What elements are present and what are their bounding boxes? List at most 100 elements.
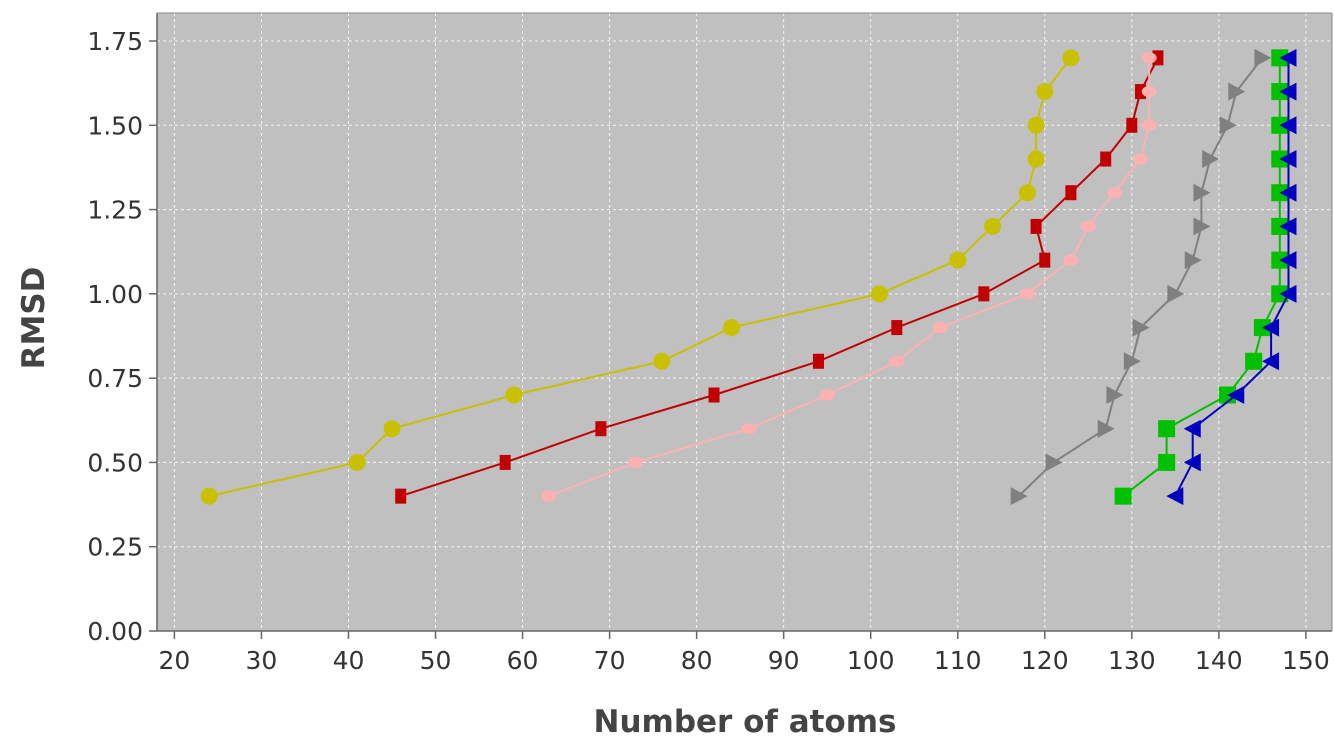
- data-point: [1183, 419, 1201, 438]
- plot-background: [157, 13, 1332, 631]
- axes: 20 30 40 50 60 70 80 90 100 110 120 130 140 150 0.00 0.…: [87, 12, 1333, 675]
- data-point: [1193, 183, 1211, 202]
- data-point: [383, 420, 401, 438]
- x-tick-label: 150: [1282, 646, 1330, 675]
- data-point: [1123, 352, 1141, 371]
- data-point: [1135, 84, 1147, 100]
- data-point: [1010, 487, 1028, 506]
- data-point: [1227, 386, 1245, 404]
- y-tick-label: 1.50: [87, 111, 143, 140]
- data-point: [1036, 83, 1054, 101]
- data-point: [1279, 150, 1297, 168]
- data-point: [1279, 48, 1297, 67]
- data-point: [1202, 150, 1220, 168]
- data-point: [1254, 48, 1272, 67]
- x-tick-label: 50: [420, 646, 452, 675]
- data-point: [1183, 453, 1201, 472]
- data-point: [1152, 50, 1164, 66]
- series-4: [1010, 48, 1272, 506]
- data-point: [1100, 151, 1112, 167]
- data-point: [1262, 318, 1280, 337]
- data-point: [348, 453, 366, 471]
- data-point: [395, 488, 407, 504]
- data-point: [1167, 284, 1185, 303]
- data-point: [1245, 352, 1263, 370]
- y-tick-label: 0.25: [87, 533, 143, 562]
- y-tick-label: 0.50: [87, 448, 143, 477]
- data-point: [1279, 251, 1297, 270]
- data-point: [1141, 52, 1157, 64]
- data-point: [1045, 453, 1063, 472]
- data-point: [1279, 116, 1297, 135]
- data-point: [708, 387, 720, 403]
- y-tick-label: 1.00: [87, 280, 143, 309]
- x-tick-label: 60: [507, 646, 539, 675]
- data-point: [978, 286, 990, 302]
- y-tick-label: 0.75: [87, 364, 143, 393]
- data-point: [1027, 150, 1045, 168]
- data-point: [891, 320, 903, 336]
- y-tick-label: 0.00: [87, 617, 143, 646]
- x-tick-label: 130: [1108, 646, 1156, 675]
- data-point: [1262, 352, 1280, 371]
- data-point: [1097, 419, 1115, 438]
- data-point: [1158, 453, 1176, 471]
- data-point: [1132, 318, 1150, 337]
- series-1: [200, 49, 1080, 505]
- y-tick-label: 1.25: [87, 196, 143, 225]
- data-point: [1019, 288, 1035, 300]
- data-point: [1062, 49, 1080, 67]
- x-tick-label: 30: [246, 646, 278, 675]
- data-point: [1184, 251, 1202, 270]
- x-tick-label: 70: [594, 646, 626, 675]
- y-axis-title: RMSD: [16, 267, 52, 370]
- data-point: [870, 285, 888, 303]
- x-tick-label: 100: [847, 646, 895, 675]
- data-point: [1228, 82, 1246, 101]
- data-point: [1219, 116, 1237, 135]
- y-tick-label: 1.75: [87, 27, 143, 56]
- data-point: [595, 421, 607, 437]
- data-point: [819, 389, 835, 401]
- data-point: [932, 322, 948, 334]
- data-point: [1193, 217, 1211, 236]
- data-point: [1279, 82, 1297, 101]
- data-point: [741, 423, 757, 435]
- data-point: [1106, 187, 1122, 199]
- series-5: [1114, 49, 1289, 505]
- data-point: [653, 352, 671, 370]
- data-point: [505, 386, 523, 404]
- data-point: [200, 487, 218, 505]
- data-point: [628, 456, 644, 468]
- data-point: [949, 251, 967, 269]
- data-point: [1030, 218, 1042, 234]
- x-tick-label: 140: [1195, 646, 1243, 675]
- data-point: [722, 319, 740, 337]
- x-tick-label: 90: [768, 646, 800, 675]
- data-point: [541, 490, 557, 502]
- data-point: [1279, 183, 1297, 202]
- series-3: [541, 52, 1157, 502]
- data-point: [1065, 185, 1077, 201]
- data-point: [1166, 487, 1184, 506]
- data-point: [1158, 420, 1176, 438]
- data-point: [1114, 487, 1132, 505]
- x-axis-title: Number of atoms: [594, 704, 897, 737]
- x-tick-label: 40: [333, 646, 365, 675]
- data-point: [812, 353, 824, 369]
- data-point: [1133, 153, 1149, 165]
- data-point: [889, 355, 905, 367]
- data-point: [1027, 116, 1045, 134]
- series-6: [1166, 48, 1297, 506]
- data-point: [1063, 254, 1079, 266]
- x-tick-label: 80: [681, 646, 713, 675]
- x-tick-label: 120: [1021, 646, 1069, 675]
- series-line: [548, 57, 1151, 498]
- data-point: [1106, 386, 1124, 404]
- data-point: [1141, 119, 1157, 131]
- series-layer: [200, 48, 1297, 506]
- data-point: [984, 217, 1002, 235]
- series-2: [395, 50, 1164, 504]
- data-point: [1126, 117, 1138, 133]
